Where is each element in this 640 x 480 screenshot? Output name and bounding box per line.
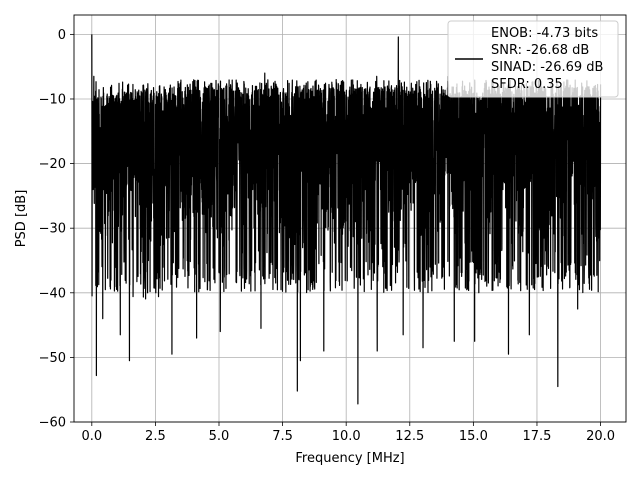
y-tick-label: −50 [39, 351, 66, 366]
legend: ENOB: -4.73 bits SNR: -26.68 dB SINAD: -… [447, 20, 619, 98]
x-tick-label: 20.0 [586, 429, 615, 444]
legend-box [447, 20, 619, 98]
axis-ticks: 0.0 2.5 5.0 7.5 10.0 12.5 15.0 17.5 20.0 0 −10 −20 −… [39, 28, 615, 444]
plot-frame [73, 14, 627, 423]
x-tick-label: 17.5 [522, 429, 551, 444]
series-group [91, 34, 602, 405]
y-tick-label: −10 [39, 92, 66, 107]
y-tick-label: 0 [58, 28, 66, 43]
legend-enob: ENOB: -4.73 bits [491, 26, 598, 41]
legend-sfdr: SFDR: 0.35 [491, 77, 563, 92]
y-axis-label: PSD [dB] [14, 190, 29, 248]
x-tick-label: 5.0 [209, 429, 230, 444]
x-tick-label: 12.5 [395, 429, 424, 444]
x-tick-label: 10.0 [332, 429, 361, 444]
psd-series-line [91, 34, 602, 405]
legend-sinad: SINAD: -26.69 dB [491, 60, 603, 75]
x-tick-label: 0.0 [81, 429, 102, 444]
x-tick-label: 2.5 [145, 429, 166, 444]
y-tick-label: −20 [39, 157, 66, 172]
x-tick-label: 15.0 [459, 429, 488, 444]
y-tick-label: −60 [39, 416, 66, 431]
legend-snr: SNR: -26.68 dB [491, 43, 589, 58]
x-tick-label: 7.5 [272, 429, 293, 444]
x-axis-label: Frequency [MHz] [295, 451, 404, 466]
y-tick-label: −40 [39, 286, 66, 301]
y-tick-label: −30 [39, 222, 66, 237]
